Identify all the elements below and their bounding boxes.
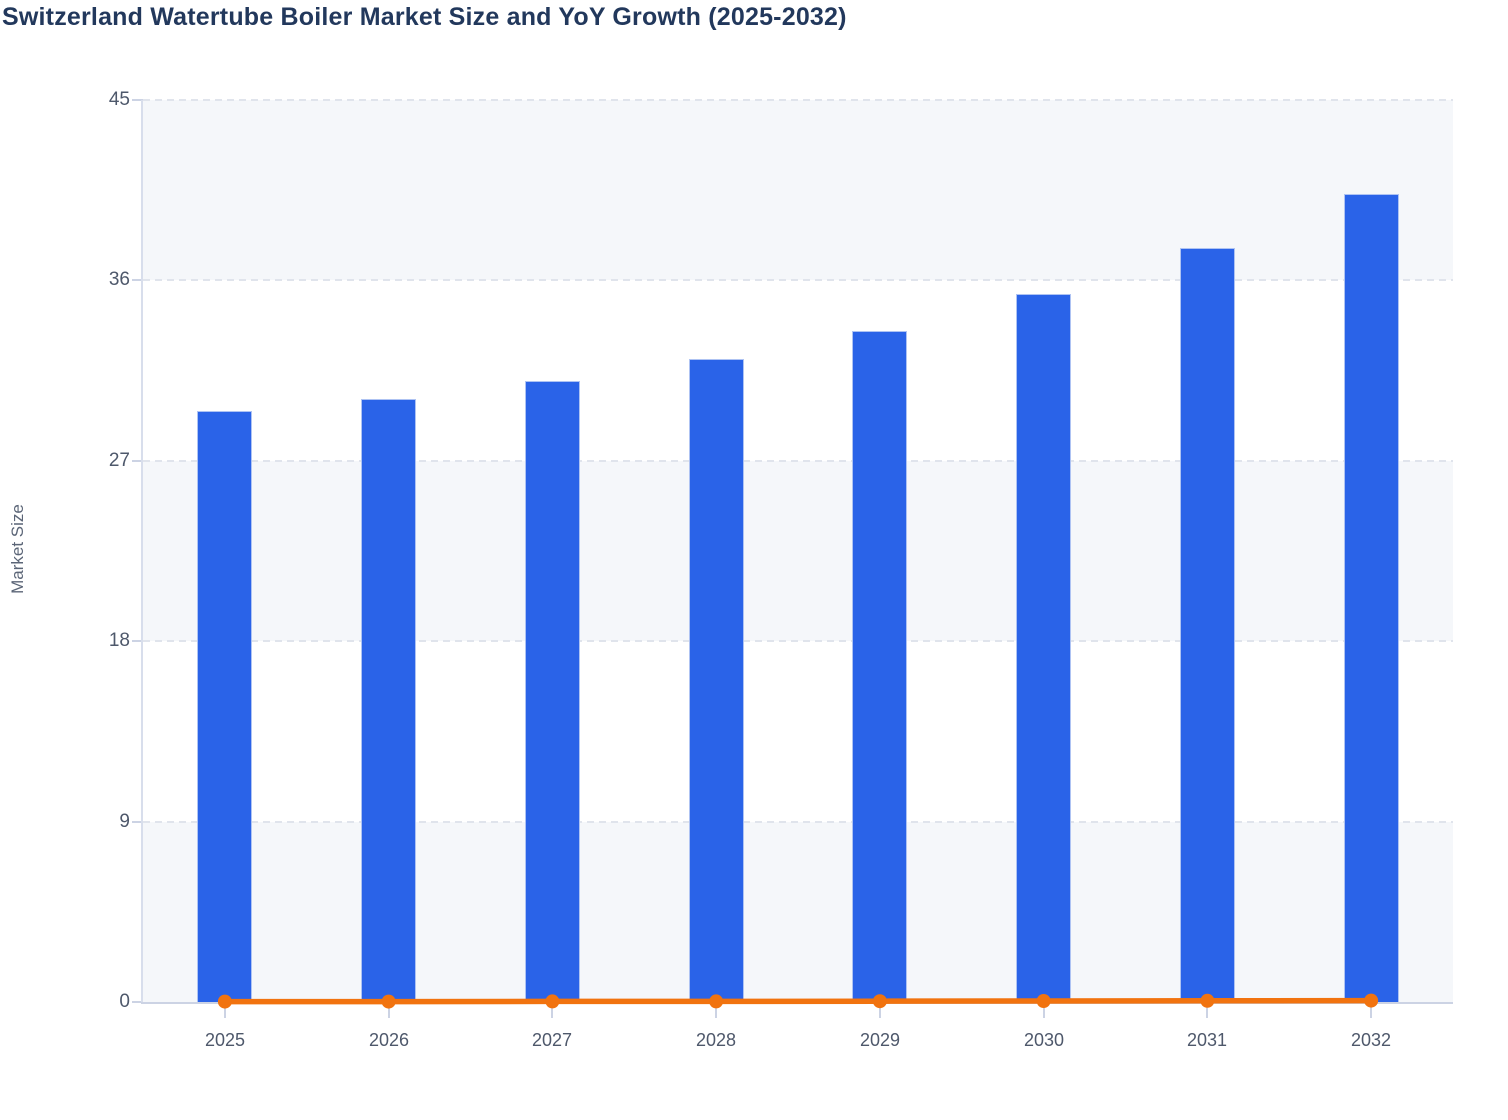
gridline-18 bbox=[143, 640, 1453, 643]
yoy-marker-2025[interactable] bbox=[217, 994, 232, 1009]
x-label-2027: 2027 bbox=[531, 1030, 573, 1050]
x-axis-tick bbox=[715, 1005, 717, 1018]
bar-2028[interactable] bbox=[689, 358, 744, 1002]
bar-2031[interactable] bbox=[1180, 248, 1235, 1002]
y-axis-tick bbox=[132, 459, 143, 462]
x-axis-line bbox=[141, 1002, 1453, 1004]
bar-2029[interactable] bbox=[852, 330, 907, 1002]
y-axis-tick bbox=[132, 640, 143, 643]
bar-2032[interactable] bbox=[1344, 194, 1399, 1002]
yoy-marker-2030[interactable] bbox=[1036, 993, 1051, 1008]
y-axis-tick bbox=[132, 279, 143, 282]
x-axis-tick bbox=[879, 1005, 881, 1018]
y-axis-title: Market Size bbox=[8, 504, 27, 594]
gridline-45 bbox=[143, 99, 1453, 101]
y-axis-line bbox=[141, 100, 143, 1002]
x-label-2025: 2025 bbox=[204, 1030, 246, 1050]
x-axis-tick bbox=[388, 1005, 390, 1018]
y-axis-tick-label: 27 bbox=[108, 449, 130, 471]
bar-2027[interactable] bbox=[525, 380, 580, 1002]
x-label-2030: 2030 bbox=[1023, 1030, 1065, 1050]
y-axis-tick bbox=[132, 99, 143, 101]
bar-2025[interactable] bbox=[197, 410, 252, 1002]
x-axis-tick bbox=[224, 1005, 226, 1018]
gridline-27 bbox=[143, 459, 1453, 462]
yoy-marker-2028[interactable] bbox=[709, 994, 724, 1009]
gridline-36 bbox=[143, 279, 1453, 282]
plot-band bbox=[143, 821, 1453, 1002]
plot-band bbox=[143, 100, 1453, 281]
x-label-2031: 2031 bbox=[1186, 1030, 1228, 1050]
x-axis-tick bbox=[1206, 1005, 1208, 1018]
yoy-marker-2031[interactable] bbox=[1200, 993, 1215, 1008]
x-label-2029: 2029 bbox=[859, 1030, 901, 1050]
y-axis-tick-label: 0 bbox=[119, 991, 130, 1012]
chart-title: Switzerland Watertube Boiler Market Size… bbox=[2, 3, 847, 31]
y-axis-tick bbox=[132, 1001, 143, 1003]
x-label-2028: 2028 bbox=[695, 1030, 737, 1050]
x-label-2026: 2026 bbox=[368, 1030, 410, 1050]
gridline-9 bbox=[143, 820, 1453, 823]
x-axis-tick bbox=[1043, 1005, 1045, 1018]
bar-2030[interactable] bbox=[1016, 294, 1071, 1002]
y-axis-tick-label: 9 bbox=[119, 810, 130, 832]
x-axis-tick bbox=[551, 1005, 553, 1018]
yoy-marker-2026[interactable] bbox=[381, 994, 396, 1009]
y-axis-tick-label: 36 bbox=[108, 269, 130, 291]
yoy-marker-2029[interactable] bbox=[872, 994, 887, 1009]
yoy-marker-2027[interactable] bbox=[545, 994, 560, 1009]
bar-2026[interactable] bbox=[361, 398, 416, 1002]
plot-band bbox=[143, 460, 1453, 642]
yoy-marker-2032[interactable] bbox=[1364, 993, 1379, 1008]
y-axis-tick bbox=[132, 820, 143, 823]
y-axis-tick-label: 45 bbox=[108, 89, 130, 110]
x-label-2032: 2032 bbox=[1350, 1030, 1392, 1050]
y-axis-tick-label: 18 bbox=[108, 630, 130, 652]
x-axis-tick bbox=[1370, 1005, 1372, 1018]
